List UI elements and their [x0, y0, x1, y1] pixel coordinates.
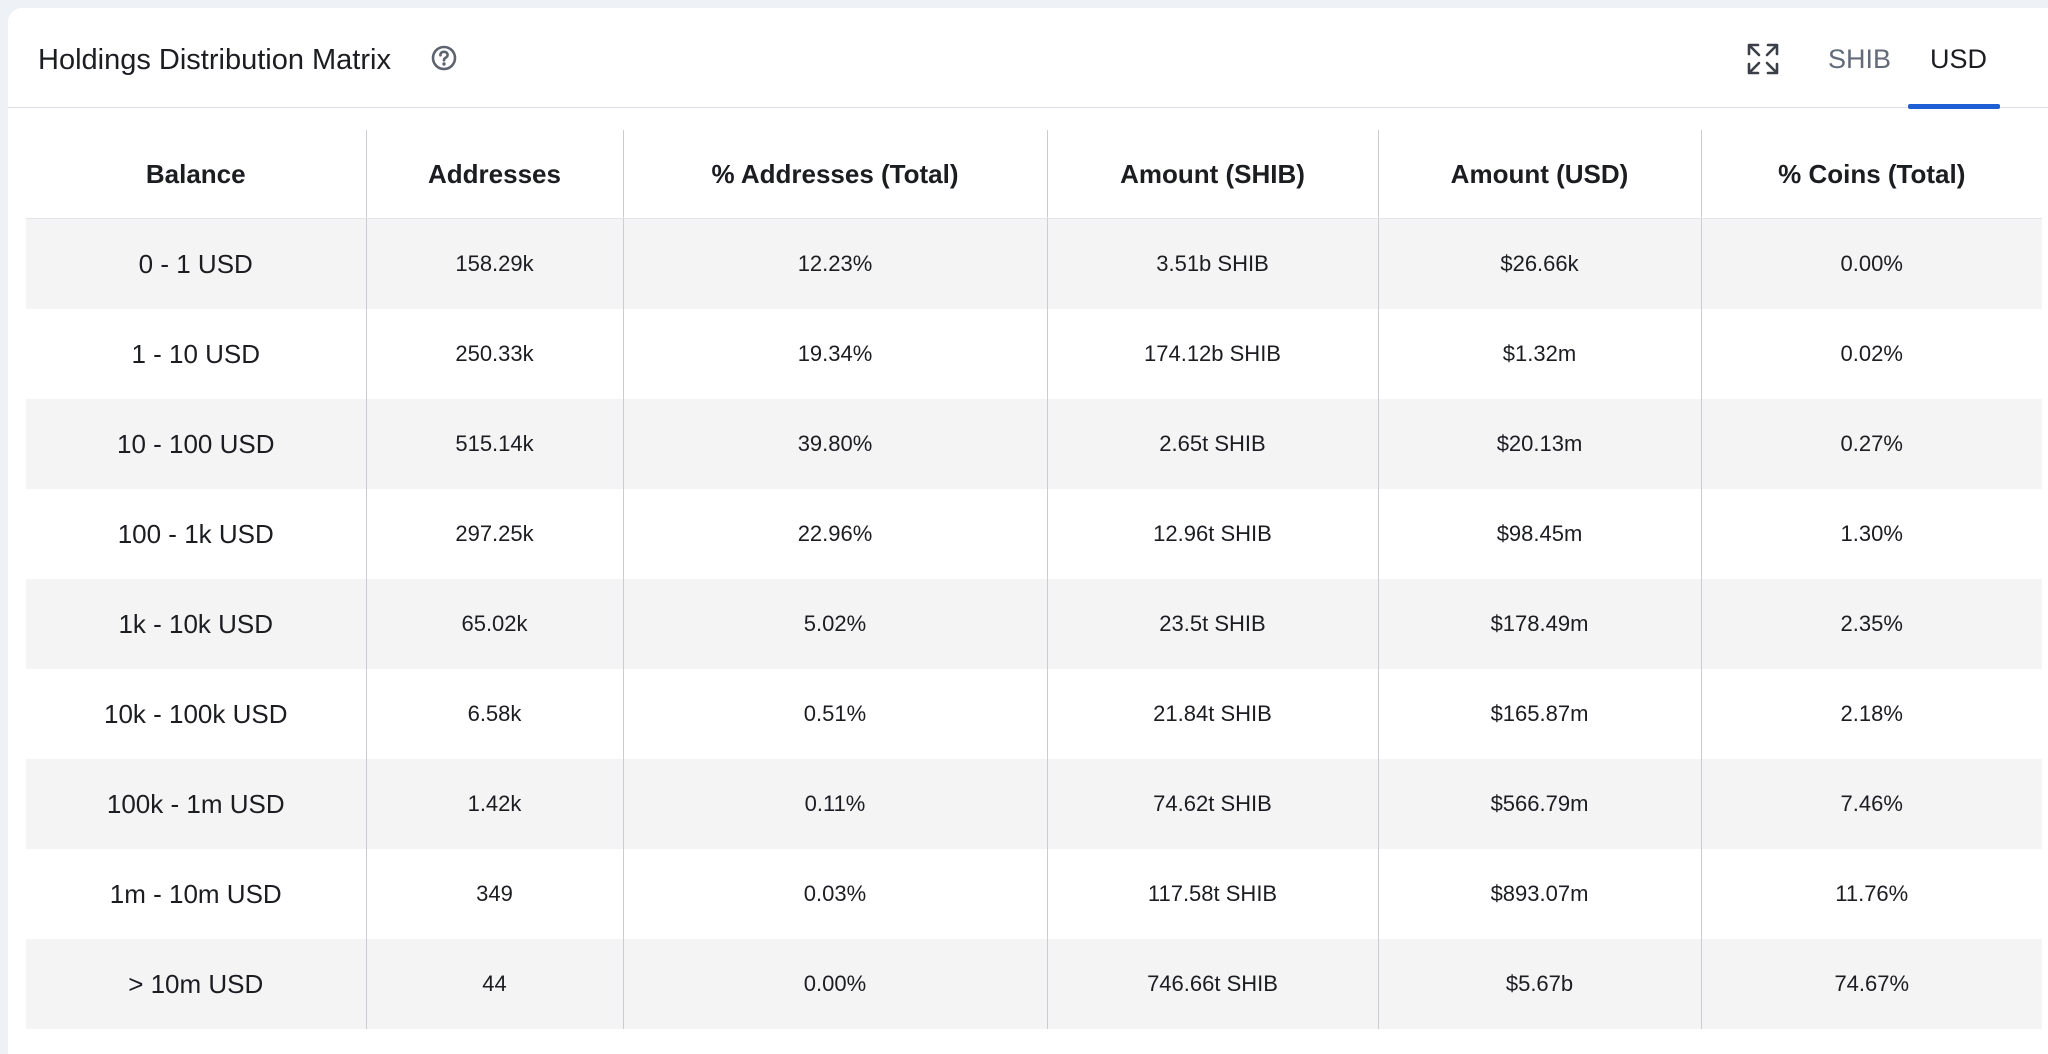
- amount-shib-cell: 12.96t SHIB: [1046, 489, 1378, 579]
- percent-addresses-cell: 39.80%: [622, 399, 1047, 489]
- percent-addresses-cell: 22.96%: [622, 489, 1047, 579]
- amount-usd-cell: $20.13m: [1377, 399, 1701, 489]
- tab-usd[interactable]: USD: [1930, 44, 1988, 74]
- amount-usd-cell: $5.67b: [1377, 939, 1701, 1029]
- percent-coins-cell: 0.02%: [1700, 309, 2042, 399]
- amount-usd-cell: $26.66k: [1377, 218, 1701, 309]
- amount-usd-cell: $893.07m: [1377, 849, 1701, 939]
- balance-cell: 1m - 10m USD: [109, 878, 282, 909]
- table-row: 0 - 1 USD 158.29k 12.23% 3.51b SHIB $26.…: [26, 218, 2042, 309]
- balance-cell: > 10m USD: [26, 939, 366, 1029]
- percent-coins-cell: 7.46%: [1700, 759, 2042, 849]
- balance-cell: 1 - 10 USD: [131, 338, 261, 369]
- percent-coins-cell: 11.76%: [1700, 849, 2042, 939]
- addresses-cell: 515.14k: [365, 399, 623, 489]
- balance-cell: 10 - 100 USD: [26, 399, 366, 489]
- addresses-cell: 6.58k: [365, 669, 623, 759]
- percent-coins-cell: 1.30%: [1700, 489, 2042, 579]
- balance-cell: 100 - 1k USD: [117, 518, 274, 549]
- holdings-card: Holdings Distribution Matrix SHIB USD: [8, 8, 2048, 1054]
- amount-shib-cell: 2.65t SHIB: [1046, 399, 1378, 489]
- tab-shib[interactable]: SHIB: [1828, 44, 1892, 74]
- amount-usd-cell: $178.49m: [1377, 579, 1701, 669]
- balance-cell: 0 - 1 USD: [26, 218, 366, 309]
- amount-usd-cell: $1.32m: [1377, 309, 1701, 399]
- addresses-cell: 349: [365, 849, 623, 939]
- table-header-row: Balance Addresses % Addresses (Total) Am…: [26, 130, 2042, 219]
- addresses-cell: 250.33k: [365, 309, 623, 399]
- card-header: Holdings Distribution Matrix SHIB USD: [8, 8, 2048, 109]
- percent-addresses-cell: 19.34%: [622, 309, 1047, 399]
- amount-shib-cell: 746.66t SHIB: [1046, 939, 1378, 1029]
- table-row: 1m - 10m USD 349 0.03% 117.58t SHIB $893…: [26, 849, 2042, 939]
- amount-shib-cell: 23.5t SHIB: [1046, 579, 1378, 669]
- percent-coins-cell: 0.00%: [1700, 218, 2042, 309]
- expand-icon[interactable]: [1744, 40, 1782, 78]
- table-row: 10k - 100k USD 6.58k 0.51% 21.84t SHIB $…: [26, 669, 2042, 759]
- column-header-percent-addresses[interactable]: % Addresses (Total): [622, 130, 1047, 219]
- amount-usd-cell: $98.45m: [1377, 489, 1701, 579]
- percent-coins-cell: 0.27%: [1700, 399, 2042, 489]
- percent-addresses-cell: 0.00%: [622, 939, 1047, 1029]
- column-header-balance[interactable]: Balance: [26, 130, 366, 219]
- balance-cell: 1k - 10k USD: [26, 579, 366, 669]
- column-header-percent-coins[interactable]: % Coins (Total): [1700, 130, 2042, 219]
- balance-cell: 100k - 1m USD: [26, 759, 366, 849]
- amount-shib-cell: 174.12b SHIB: [1046, 309, 1378, 399]
- amount-shib-cell: 21.84t SHIB: [1046, 669, 1378, 759]
- percent-addresses-cell: 0.03%: [622, 849, 1047, 939]
- page-title: Holdings Distribution Matrix: [38, 44, 391, 76]
- table-row: > 10m USD 44 0.00% 746.66t SHIB $5.67b 7…: [26, 939, 2042, 1029]
- percent-addresses-cell: 12.23%: [622, 218, 1047, 309]
- percent-addresses-cell: 0.51%: [622, 669, 1047, 759]
- amount-usd-cell: $165.87m: [1377, 669, 1701, 759]
- addresses-cell: 65.02k: [365, 579, 623, 669]
- percent-coins-cell: 2.35%: [1700, 579, 2042, 669]
- amount-usd-cell: $566.79m: [1377, 759, 1701, 849]
- table-row: 1 - 10 USD 250.33k 19.34% 174.12b SHIB $…: [26, 309, 2042, 399]
- column-header-amount-shib[interactable]: Amount (SHIB): [1046, 130, 1378, 219]
- amount-shib-cell: 3.51b SHIB: [1046, 218, 1378, 309]
- table-row: 100 - 1k USD 297.25k 22.96% 12.96t SHIB …: [26, 489, 2042, 579]
- help-circle-icon[interactable]: [430, 44, 458, 72]
- table-row: 100k - 1m USD 1.42k 0.11% 74.62t SHIB $5…: [26, 759, 2042, 849]
- table-row: 10 - 100 USD 515.14k 39.80% 2.65t SHIB $…: [26, 399, 2042, 489]
- holdings-table: Balance Addresses % Addresses (Total) Am…: [26, 130, 2042, 1029]
- percent-coins-cell: 2.18%: [1700, 669, 2042, 759]
- amount-shib-cell: 74.62t SHIB: [1046, 759, 1378, 849]
- column-header-addresses[interactable]: Addresses: [365, 130, 623, 219]
- balance-cell: 10k - 100k USD: [103, 698, 288, 729]
- tab-selected-indicator: [1908, 104, 2000, 109]
- addresses-cell: 297.25k: [365, 489, 623, 579]
- addresses-cell: 158.29k: [365, 218, 623, 309]
- table-row: 1k - 10k USD 65.02k 5.02% 23.5t SHIB $17…: [26, 579, 2042, 669]
- column-header-amount-usd[interactable]: Amount (USD): [1377, 130, 1701, 219]
- percent-coins-cell: 74.67%: [1700, 939, 2042, 1029]
- percent-addresses-cell: 0.11%: [622, 759, 1047, 849]
- percent-addresses-cell: 5.02%: [622, 579, 1047, 669]
- amount-shib-cell: 117.58t SHIB: [1046, 849, 1378, 939]
- addresses-cell: 1.42k: [365, 759, 623, 849]
- addresses-cell: 44: [365, 939, 623, 1029]
